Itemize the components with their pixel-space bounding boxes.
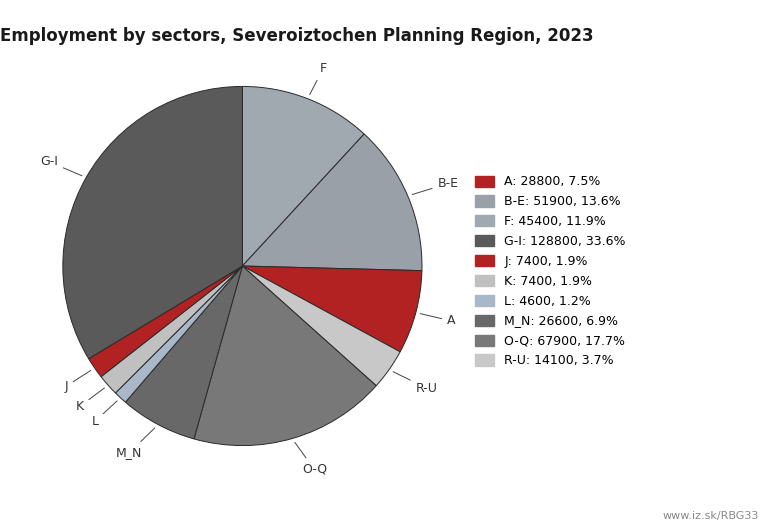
Wedge shape — [242, 134, 422, 271]
Wedge shape — [194, 266, 376, 446]
Wedge shape — [242, 266, 422, 352]
Wedge shape — [101, 266, 242, 393]
Text: G-I: G-I — [40, 155, 82, 176]
Wedge shape — [116, 266, 242, 402]
Wedge shape — [242, 86, 364, 266]
Text: L: L — [91, 401, 117, 428]
Wedge shape — [125, 266, 242, 439]
Text: J: J — [64, 370, 91, 393]
Legend: A: 28800, 7.5%, B-E: 51900, 13.6%, F: 45400, 11.9%, G-I: 128800, 33.6%, J: 7400,: A: 28800, 7.5%, B-E: 51900, 13.6%, F: 45… — [475, 176, 626, 367]
Wedge shape — [63, 86, 242, 359]
Text: A: A — [420, 314, 456, 327]
Wedge shape — [88, 266, 242, 377]
Text: F: F — [310, 62, 327, 95]
Wedge shape — [242, 266, 400, 386]
Text: Employment by sectors, Severoiztochen Planning Region, 2023: Employment by sectors, Severoiztochen Pl… — [0, 27, 594, 45]
Text: www.iz.sk/RBG33: www.iz.sk/RBG33 — [662, 511, 759, 521]
Text: B-E: B-E — [412, 177, 458, 195]
Text: K: K — [76, 388, 105, 413]
Text: R-U: R-U — [393, 372, 437, 395]
Text: O-Q: O-Q — [295, 443, 327, 476]
Text: M_N: M_N — [116, 428, 155, 459]
